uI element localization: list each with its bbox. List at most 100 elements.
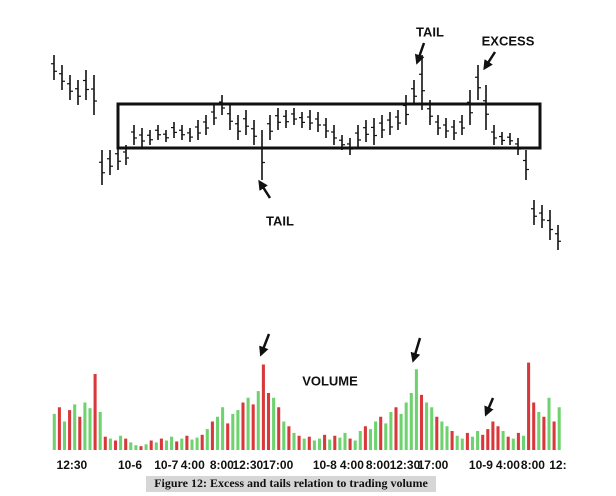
volume-bar xyxy=(317,438,322,450)
x-tick-label: 8:00 xyxy=(210,458,234,472)
volume-bar xyxy=(159,438,163,450)
volume-bar xyxy=(52,413,56,450)
volume-bar xyxy=(333,435,337,450)
volume-bar xyxy=(542,416,546,450)
volume-bar xyxy=(506,436,510,450)
arrow xyxy=(414,42,426,65)
volume-bar xyxy=(430,407,434,450)
volume-bar xyxy=(164,440,169,450)
volume-bar xyxy=(527,362,531,450)
volume-bar xyxy=(134,445,138,450)
value-area-box xyxy=(116,102,542,150)
volume-bar xyxy=(496,426,500,450)
arrow xyxy=(259,333,271,357)
volume-bar xyxy=(307,436,311,450)
volume-bar xyxy=(419,394,424,450)
volume-bar xyxy=(200,434,204,450)
volume-bar xyxy=(221,407,225,450)
volume-title: VOLUME xyxy=(302,373,358,388)
volume-bar xyxy=(124,438,128,450)
volume-bar xyxy=(521,435,526,450)
x-tick-label: 10-7 xyxy=(154,458,178,472)
volume-bar xyxy=(175,441,179,450)
volume-bar xyxy=(139,446,143,450)
volume-bar xyxy=(62,421,67,450)
arrow xyxy=(483,51,497,71)
arrow xyxy=(410,337,422,363)
volume-bar xyxy=(338,437,342,450)
volume-bar xyxy=(486,429,490,450)
volume-bar xyxy=(368,429,373,450)
volume-bar xyxy=(481,434,485,450)
volume-bar xyxy=(246,397,250,450)
volume-bar xyxy=(374,421,378,450)
volume-bar xyxy=(394,407,398,450)
volume-bar xyxy=(266,393,271,450)
volume-bar xyxy=(190,439,194,450)
volume-bar xyxy=(460,438,464,450)
x-tick-label: 8:00 xyxy=(521,458,545,472)
volume-bar xyxy=(129,442,133,450)
volume-bar xyxy=(261,364,265,450)
volume-bar xyxy=(103,436,107,450)
volume-bar xyxy=(343,432,347,450)
volume-bar xyxy=(353,440,357,450)
volume-bar xyxy=(297,435,301,450)
volume-bar xyxy=(384,423,388,450)
volume-bar xyxy=(312,440,316,450)
x-tick-label: 17:00 xyxy=(418,458,449,472)
x-tick-label: 4:00 xyxy=(340,458,364,472)
volume-bar xyxy=(241,402,245,450)
volume-bar xyxy=(409,393,413,450)
volume-bar xyxy=(511,438,515,450)
volume-bar xyxy=(180,438,184,450)
volume-bar xyxy=(170,436,174,450)
annotation: EXCESS xyxy=(482,33,535,48)
volume-bar xyxy=(358,431,362,450)
annotation: TAIL xyxy=(416,24,444,39)
volume-bar xyxy=(88,408,92,450)
volume-bar xyxy=(185,435,189,450)
volume-bar xyxy=(57,407,61,450)
volume-bar xyxy=(256,391,260,450)
volume-bar xyxy=(399,413,403,450)
x-tick-label: 4:00 xyxy=(496,458,520,472)
x-tick-label: 17:00 xyxy=(263,458,294,472)
volume-bar xyxy=(435,416,439,450)
volume-bar xyxy=(282,421,286,450)
volume-bar xyxy=(445,426,449,450)
arrow xyxy=(258,179,272,199)
volume-bar xyxy=(231,413,235,450)
volume-bar xyxy=(450,431,454,450)
arrow xyxy=(484,397,495,417)
volume-bar xyxy=(404,402,408,450)
volume-bar xyxy=(470,436,475,450)
x-tick-label: 8:00 xyxy=(366,458,390,472)
volume-bar xyxy=(491,421,495,450)
x-tick-label: 12:30 xyxy=(232,458,263,472)
volume-bar xyxy=(226,423,230,450)
volume-bar xyxy=(195,437,199,450)
volume-bar xyxy=(98,412,102,450)
volume-bar xyxy=(501,431,505,450)
volume-bar xyxy=(292,432,296,450)
volume-bar xyxy=(277,407,281,450)
volume-bar xyxy=(440,421,444,450)
volume-bar xyxy=(302,438,306,450)
volume-bar xyxy=(215,416,220,450)
volume-bar xyxy=(144,444,148,450)
volume-bar xyxy=(328,439,332,450)
volume-bar xyxy=(108,438,112,450)
volume-bar xyxy=(68,410,72,450)
volume-bar xyxy=(78,416,82,450)
volume-bar xyxy=(363,426,367,450)
volume-bar xyxy=(287,426,291,450)
volume-bar xyxy=(516,432,520,450)
volume-bar xyxy=(532,402,536,450)
volume-bar xyxy=(83,402,87,450)
volume-bar xyxy=(455,435,459,450)
volume-bar xyxy=(210,421,214,450)
volume-bar xyxy=(113,440,118,450)
volume-bar xyxy=(205,429,209,450)
